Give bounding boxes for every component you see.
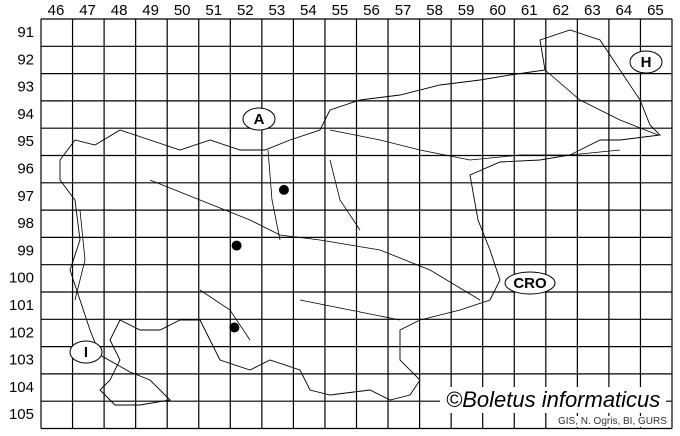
river-line (544, 69, 659, 136)
record-dot (229, 322, 240, 333)
river-line (299, 299, 401, 321)
column-label: 52 (237, 2, 254, 19)
country-label-h: H (629, 50, 663, 74)
column-label: 50 (174, 2, 191, 19)
row-label: 96 (17, 161, 34, 178)
row-label: 101 (9, 297, 34, 314)
column-label: 61 (521, 2, 538, 19)
column-label: 59 (458, 2, 475, 19)
source-text: GIS, N. Ogris, BI, GURS (556, 416, 669, 427)
row-label: 105 (9, 406, 34, 423)
column-label: 47 (79, 2, 96, 19)
row-label: 98 (17, 215, 34, 232)
credit-text: ©Boletus informaticus (440, 387, 667, 413)
row-label: 92 (17, 51, 34, 68)
country-label-cro: CRO (504, 271, 556, 295)
svg-text:H: H (641, 54, 652, 71)
river-line (267, 149, 281, 241)
column-label: 63 (584, 2, 601, 19)
row-labels: 91 92 93 94 95 96 97 98 99 100 101 102 103 104 105 (9, 24, 34, 423)
river-line (329, 159, 361, 231)
svg-text:A: A (254, 111, 265, 128)
country-border (59, 29, 661, 406)
river-line (199, 289, 251, 341)
border-line (59, 29, 661, 406)
country-labels: A H CRO I (69, 50, 663, 364)
column-label: 54 (300, 2, 317, 19)
column-label: 49 (142, 2, 159, 19)
column-label: 56 (363, 2, 380, 19)
column-label: 46 (48, 2, 65, 19)
column-label: 53 (269, 2, 286, 19)
column-label: 62 (552, 2, 569, 19)
record-dot (231, 240, 242, 251)
row-label: 91 (17, 24, 34, 41)
column-label: 48 (111, 2, 128, 19)
row-label: 100 (9, 270, 34, 287)
row-label: 99 (17, 242, 34, 259)
rivers (74, 69, 659, 341)
country-label-i: I (69, 340, 103, 364)
row-label: 103 (9, 352, 34, 369)
column-label: 55 (332, 2, 349, 19)
river-line (74, 209, 86, 301)
column-label: 60 (489, 2, 506, 19)
row-label: 97 (17, 188, 34, 205)
record-dots (229, 184, 289, 333)
column-label: 57 (395, 2, 412, 19)
row-label: 94 (17, 106, 34, 123)
row-label: 95 (17, 133, 34, 150)
grid (40, 18, 673, 430)
svg-text:CRO: CRO (513, 275, 547, 292)
country-label-a: A (242, 107, 276, 131)
column-label: 58 (426, 2, 443, 19)
row-label: 93 (17, 79, 34, 96)
column-labels: 46 47 48 49 50 51 52 53 54 55 56 57 58 59 60 61 62 63 64 65 (48, 2, 664, 19)
row-label: 102 (9, 324, 34, 341)
record-dot (278, 184, 289, 195)
svg-text:I: I (84, 344, 88, 361)
column-label: 64 (616, 2, 633, 19)
column-label: 65 (647, 2, 664, 19)
row-label: 104 (9, 379, 34, 396)
river-line (149, 179, 481, 301)
column-label: 51 (205, 2, 222, 19)
